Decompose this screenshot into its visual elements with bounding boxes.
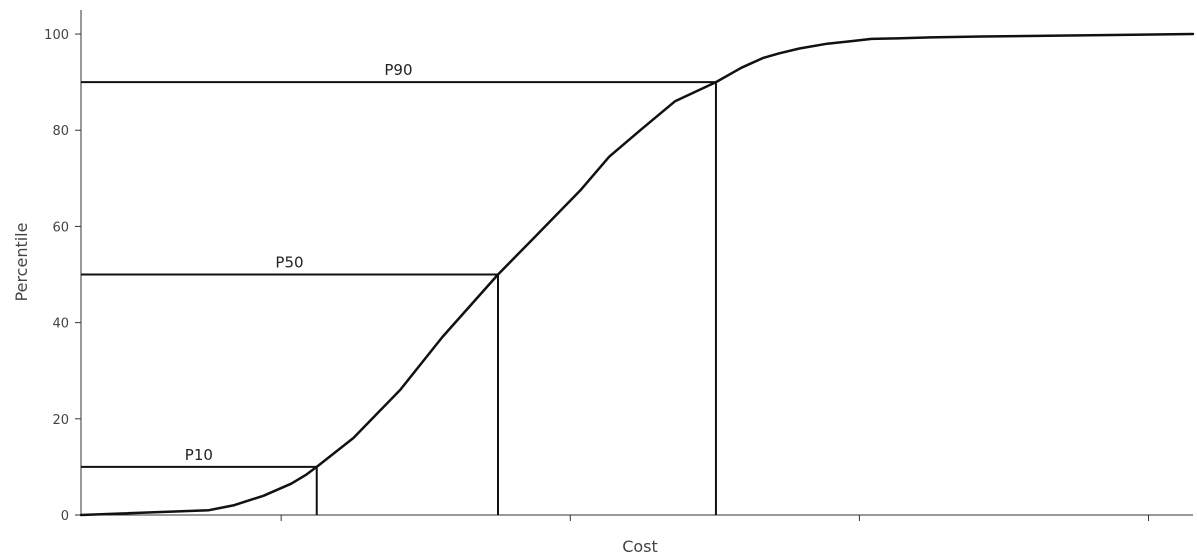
series-layer — [79, 32, 1195, 517]
y-tick-label: 0 — [61, 509, 69, 524]
y-tick-label: 80 — [52, 124, 69, 139]
x-axis-title: Cost — [622, 537, 658, 556]
cumulative-curve — [79, 32, 1195, 517]
p10-label: P10 — [185, 446, 213, 464]
p50-label: P50 — [275, 254, 303, 272]
y-axis-title: Percentile — [12, 223, 31, 302]
y-tick-label: 40 — [52, 317, 69, 332]
percentile-reference-lines: P10 P50 P90 — [81, 61, 717, 515]
y-tick-label: 60 — [52, 220, 69, 235]
y-axis: 0 20 40 60 80 100 — [44, 10, 82, 524]
p90-label: P90 — [384, 61, 412, 79]
y-tick-label: 20 — [52, 413, 69, 428]
x-axis — [81, 514, 1193, 521]
y-tick-label: 100 — [44, 28, 69, 43]
